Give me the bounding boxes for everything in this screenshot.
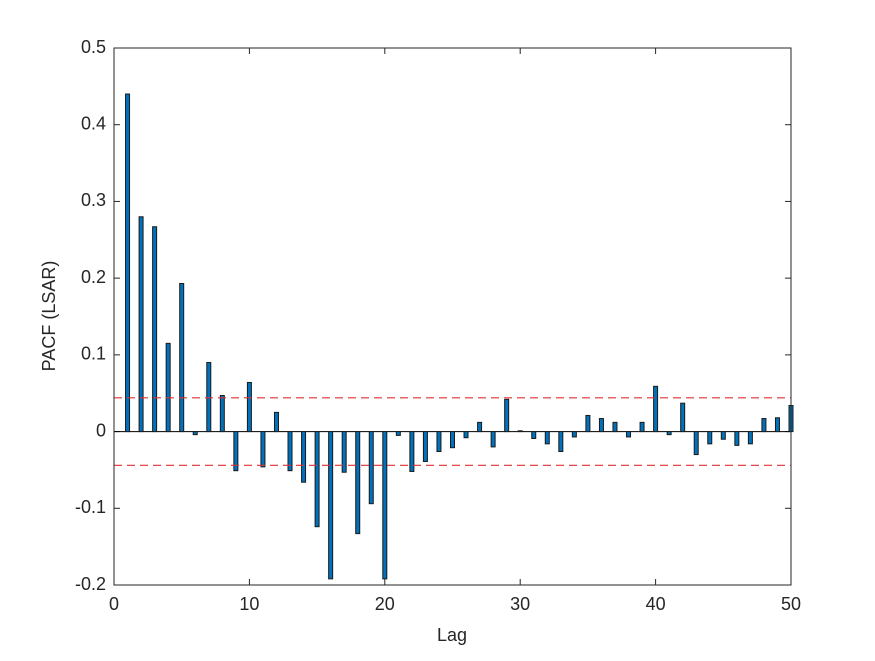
- bar: [558, 431, 564, 453]
- bar: [341, 431, 347, 473]
- bar: [544, 431, 550, 445]
- bar: [517, 430, 523, 433]
- x-tick-label: 10: [239, 594, 259, 614]
- y-tick-label: 0: [96, 420, 106, 440]
- bar: [666, 431, 672, 436]
- bar: [436, 431, 442, 453]
- bar: [422, 431, 428, 462]
- y-tick-label: 0.4: [81, 113, 106, 133]
- bar: [409, 431, 415, 472]
- x-tick-label: 50: [781, 594, 801, 614]
- bar: [260, 431, 266, 468]
- bar: [720, 431, 726, 440]
- y-tick-label: -0.2: [75, 574, 106, 594]
- y-tick-label: 0.1: [81, 344, 106, 364]
- bar: [152, 226, 158, 433]
- bar: [653, 385, 659, 433]
- plot-area: [114, 48, 791, 585]
- bar: [179, 283, 185, 433]
- bar: [328, 431, 334, 580]
- bar: [246, 381, 252, 433]
- bar: [192, 431, 198, 436]
- x-tick-label: 30: [510, 594, 530, 614]
- bar: [680, 402, 686, 433]
- bar: [626, 431, 632, 438]
- bar: [774, 417, 780, 433]
- bar: [301, 431, 307, 483]
- bar: [639, 421, 645, 433]
- x-tick-label: 40: [646, 594, 666, 614]
- bar: [382, 431, 388, 580]
- x-axis-label: Lag: [437, 625, 467, 645]
- bar: [233, 431, 239, 472]
- y-axis-label: PACF (LSAR): [39, 261, 59, 372]
- y-tick-label: 0.5: [81, 37, 106, 57]
- bar: [612, 421, 618, 433]
- bar: [477, 421, 483, 433]
- bar: [504, 398, 510, 433]
- bar: [395, 431, 401, 436]
- bar: [138, 216, 144, 433]
- y-tick-label: -0.1: [75, 497, 106, 517]
- bar: [490, 431, 496, 448]
- bar: [450, 431, 455, 449]
- bar: [287, 431, 293, 472]
- bar: [531, 431, 537, 439]
- y-tick-label: 0.3: [81, 190, 106, 210]
- bar: [314, 431, 320, 528]
- bar: [734, 431, 740, 446]
- bar: [571, 431, 577, 438]
- bar: [707, 431, 713, 445]
- bar: [693, 431, 699, 456]
- bar: [355, 431, 361, 535]
- bar: [747, 431, 753, 445]
- bar: [368, 431, 374, 505]
- bar: [463, 431, 469, 439]
- bar: [598, 418, 604, 433]
- bar: [165, 342, 171, 433]
- x-tick-label: 0: [109, 594, 119, 614]
- plot-frame: [113, 47, 792, 586]
- y-tick-label: 0.2: [81, 267, 106, 287]
- bar: [761, 418, 767, 433]
- bar: [206, 362, 212, 433]
- bar: [219, 395, 225, 433]
- bar: [273, 411, 279, 433]
- x-tick-label: 20: [375, 594, 395, 614]
- bar: [585, 414, 591, 433]
- bar: [125, 93, 131, 433]
